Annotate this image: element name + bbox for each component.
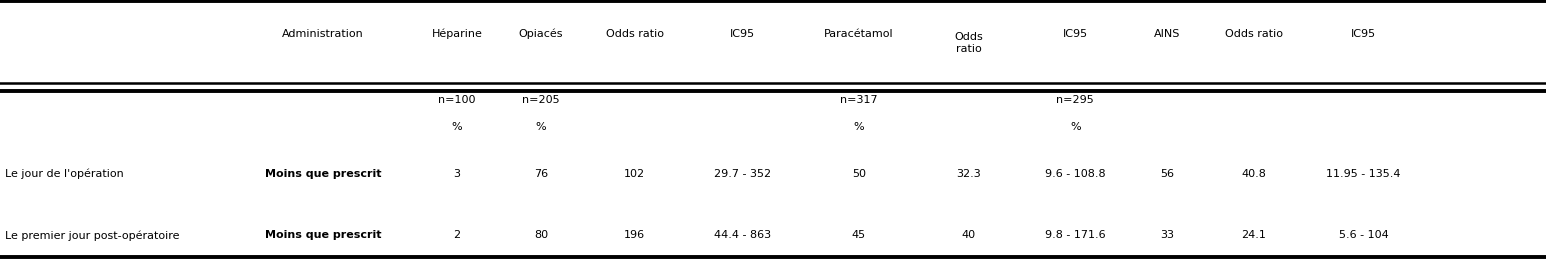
- Text: AINS: AINS: [1153, 29, 1181, 39]
- Text: IC95: IC95: [730, 29, 756, 39]
- Text: Moins que prescrit: Moins que prescrit: [264, 230, 382, 240]
- Text: Opiacés: Opiacés: [519, 29, 563, 39]
- Text: Héparine: Héparine: [431, 29, 482, 39]
- Text: 45: 45: [852, 230, 866, 240]
- Text: Administration: Administration: [283, 29, 363, 39]
- Text: Paracétamol: Paracétamol: [824, 29, 894, 39]
- Text: 2: 2: [453, 230, 461, 240]
- Text: n=205: n=205: [523, 95, 560, 105]
- Text: n=295: n=295: [1056, 95, 1095, 105]
- Text: 9.6 - 108.8: 9.6 - 108.8: [1045, 169, 1105, 179]
- Text: n=100: n=100: [438, 95, 476, 105]
- Text: Odds ratio: Odds ratio: [606, 29, 663, 39]
- Text: 50: 50: [852, 169, 866, 179]
- Text: 11.95 - 135.4: 11.95 - 135.4: [1326, 169, 1401, 179]
- Text: %: %: [853, 122, 864, 132]
- Text: 102: 102: [625, 169, 645, 179]
- Text: 32.3: 32.3: [955, 169, 982, 179]
- Text: Odds ratio: Odds ratio: [1224, 29, 1283, 39]
- Text: 80: 80: [533, 230, 549, 240]
- Text: Moins que prescrit: Moins que prescrit: [264, 169, 382, 179]
- Text: 5.6 - 104: 5.6 - 104: [1339, 230, 1388, 240]
- Text: 76: 76: [533, 169, 549, 179]
- Text: IC95: IC95: [1351, 29, 1376, 39]
- Text: 9.8 - 171.6: 9.8 - 171.6: [1045, 230, 1105, 240]
- Text: %: %: [451, 122, 462, 132]
- Text: 3: 3: [453, 169, 461, 179]
- Text: 24.1: 24.1: [1241, 230, 1266, 240]
- Text: IC95: IC95: [1062, 29, 1088, 39]
- Text: 29.7 - 352: 29.7 - 352: [714, 169, 771, 179]
- Text: 40.8: 40.8: [1241, 169, 1266, 179]
- Text: Le premier jour post-opératoire: Le premier jour post-opératoire: [5, 230, 179, 240]
- Text: Odds
ratio: Odds ratio: [954, 32, 983, 54]
- Text: 33: 33: [1160, 230, 1175, 240]
- Text: Le jour de l'opération: Le jour de l'opération: [5, 169, 124, 179]
- Text: 56: 56: [1160, 169, 1175, 179]
- Text: 44.4 - 863: 44.4 - 863: [714, 230, 771, 240]
- Text: %: %: [536, 122, 546, 132]
- Text: 196: 196: [625, 230, 645, 240]
- Text: %: %: [1070, 122, 1081, 132]
- Text: n=317: n=317: [839, 95, 878, 105]
- Text: 40: 40: [962, 230, 976, 240]
